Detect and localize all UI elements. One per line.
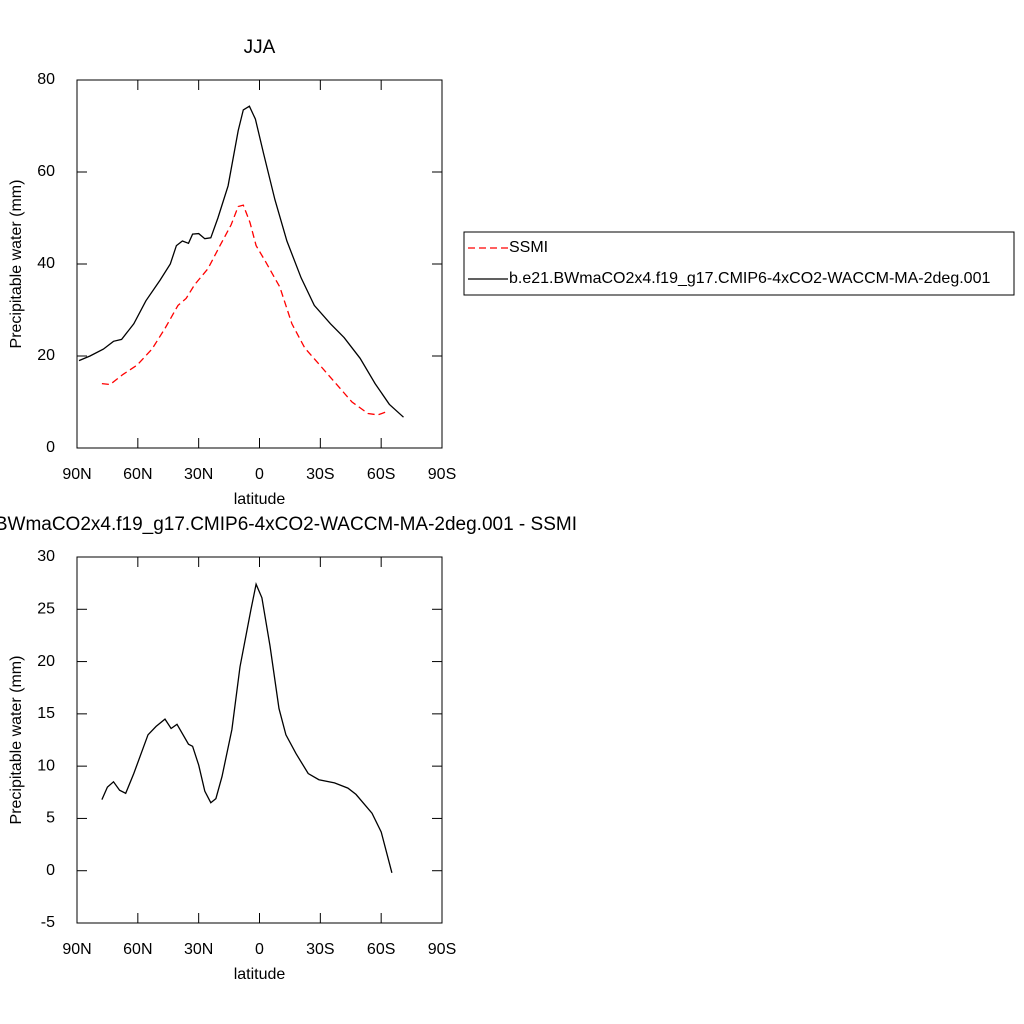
x-tick-label: 30N	[184, 466, 213, 483]
x-axis-label: latitude	[234, 491, 286, 508]
x-tick-label: 60S	[367, 941, 395, 958]
x-tick-label: 60N	[123, 466, 152, 483]
x-tick-label: 60N	[123, 941, 152, 958]
x-tick-label: 60S	[367, 466, 395, 483]
plot-frame	[76, 556, 443, 924]
x-tick-label: 90S	[428, 466, 456, 483]
x-tick-label: 90N	[62, 466, 91, 483]
y-tick-label: 0	[46, 439, 55, 456]
y-tick-label: 80	[37, 71, 55, 88]
x-tick-label: 0	[255, 466, 264, 483]
y-tick-label: 5	[46, 810, 55, 827]
y-tick-label: 40	[37, 255, 55, 272]
y-tick-label: 0	[46, 862, 55, 879]
data-line	[101, 204, 389, 416]
y-axis-label: Precipitable water (mm)	[8, 180, 25, 349]
x-tick-label: 90N	[62, 941, 91, 958]
legend: SSMI b.e21.BWmaCO2x4.f19_g17.CMIP6-4xCO2-…	[463, 231, 1015, 296]
chart-title: JJA	[244, 37, 276, 58]
y-tick-label: 60	[37, 163, 55, 180]
x-tick-label: 0	[255, 941, 264, 958]
y-tick-label: 20	[37, 347, 55, 364]
data-line	[78, 105, 404, 418]
x-axis-label: latitude	[234, 966, 286, 983]
y-tick-label: -5	[41, 914, 55, 931]
x-tick-label: 30S	[306, 466, 334, 483]
x-tick-label: 90S	[428, 941, 456, 958]
legend-box	[463, 231, 1015, 296]
y-tick-label: 30	[37, 548, 55, 565]
x-tick-label: 30S	[306, 941, 334, 958]
y-tick-label: 20	[37, 653, 55, 670]
data-line	[101, 582, 393, 873]
legend-label: SSMI	[509, 239, 548, 256]
y-tick-label: 10	[37, 757, 55, 774]
y-axis-label: Precipitable water (mm)	[8, 656, 25, 825]
x-tick-label: 30N	[184, 941, 213, 958]
y-tick-label: 15	[37, 705, 55, 722]
y-tick-label: 25	[37, 601, 55, 618]
chart-title: b.e21.BWmaCO2x4.f19_g17.CMIP6-4xCO2-WACC…	[0, 514, 577, 535]
legend-label: b.e21.BWmaCO2x4.f19_g17.CMIP6-4xCO2-WACC…	[509, 270, 990, 287]
plot-frame	[76, 79, 443, 449]
